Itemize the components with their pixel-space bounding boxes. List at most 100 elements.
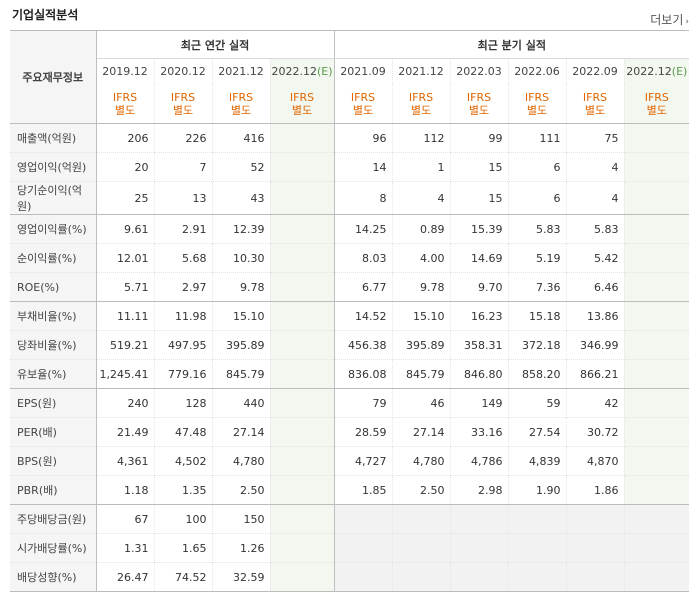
quarter-value-cell: 5.83 <box>507 214 567 244</box>
quarter-value-cell: 395.89 <box>391 330 451 360</box>
table-row: 배당성향(%) 26.47 74.52 32.59 <box>10 562 690 592</box>
annual-estimate-cell <box>269 475 335 505</box>
quarter-value-cell <box>391 504 451 534</box>
annual-group-header: 최근 연간 실적 <box>96 30 335 59</box>
quarter-value-cell <box>333 562 393 592</box>
quarter-value-cell <box>507 533 567 563</box>
quarter-value-cell: 149 <box>449 388 509 418</box>
annual-value-cell: 1.65 <box>153 533 212 563</box>
quarter-value-cell: 27.54 <box>507 417 567 447</box>
quarter-period-header: 2022.06 <box>507 58 567 84</box>
quarter-period-header: 2022.09 <box>565 58 625 84</box>
quarter-value-cell <box>507 562 567 592</box>
table-row: BPS(원) 4,361 4,502 4,780 4,727 4,780 4,786 4,83… <box>10 446 690 476</box>
quarter-estimate-cell <box>623 272 690 302</box>
quarter-estimate-cell <box>623 504 690 534</box>
quarter-value-cell: 4,786 <box>449 446 509 476</box>
annual-estimate-cell <box>269 446 335 476</box>
annual-estimate-cell <box>269 417 335 447</box>
row-label: 매출액(억원) <box>10 123 97 153</box>
quarter-value-cell: 1.86 <box>565 475 625 505</box>
table-row: 영업이익(억원) 20 7 52 14 1 15 6 4 <box>10 152 690 182</box>
quarter-value-cell: 42 <box>565 388 625 418</box>
annual-value-cell: 1.18 <box>124 483 149 497</box>
annual-value-cell: 32.59 <box>211 562 270 592</box>
quarter-value-cell: 112 <box>391 123 451 153</box>
table-row: 부채비율(%) 11.11 11.98 15.10 14.52 15.10 16.23 15.… <box>10 301 690 331</box>
annual-estimate-cell <box>269 123 335 153</box>
annual-value-cell: 1,245.41 <box>99 367 149 381</box>
quarter-value-cell <box>449 562 509 592</box>
financial-summary-table: 주요재무정보 최근 연간 실적 최근 분기 실적 2019.12 2020.12 2… <box>10 30 690 592</box>
ifrs-badge: IFRS 별도 <box>112 90 138 117</box>
quarter-value-cell: 8 <box>333 181 393 215</box>
annual-value-cell: 13 <box>153 181 212 215</box>
annual-value-cell: 26.47 <box>117 570 149 584</box>
quarter-value-cell: 5.42 <box>565 243 625 273</box>
annual-value-cell: 11.98 <box>153 301 212 331</box>
annual-value-cell: 2.97 <box>153 272 212 302</box>
annual-value-cell: 1.31 <box>124 541 149 555</box>
annual-value-cell: 67 <box>134 512 149 526</box>
quarter-value-cell: 1.85 <box>333 475 393 505</box>
quarter-value-cell: 13.86 <box>565 301 625 331</box>
quarter-value-cell <box>449 504 509 534</box>
annual-estimate-cell <box>269 214 335 244</box>
annual-value-cell: 5.71 <box>124 280 149 294</box>
annual-value-cell: 150 <box>211 504 270 534</box>
annual-estimate-cell <box>269 533 335 563</box>
annual-period-header: 2020.12 <box>153 58 212 84</box>
quarter-value-cell: 858.20 <box>507 359 567 389</box>
row-label: EPS(원) <box>10 388 97 418</box>
quarter-value-cell: 845.79 <box>391 359 451 389</box>
annual-estimate-cell <box>269 301 335 331</box>
annual-estimate-cell <box>269 562 335 592</box>
quarter-value-cell: 46 <box>391 388 451 418</box>
quarter-estimate-cell <box>623 533 690 563</box>
quarter-value-cell: 14.52 <box>333 301 393 331</box>
table-row: PER(배) 21.49 47.48 27.14 28.59 27.14 33.16 27.5… <box>10 417 690 447</box>
more-link[interactable]: 더보기 › <box>650 13 689 27</box>
annual-estimate-cell <box>269 504 335 534</box>
annual-value-cell: 5.68 <box>153 243 212 273</box>
quarter-value-cell: 5.19 <box>507 243 567 273</box>
quarter-value-cell: 6.77 <box>333 272 393 302</box>
table-row: EPS(원) 240 128 440 79 46 149 59 42 <box>10 388 690 418</box>
annual-value-cell: 2.91 <box>153 214 212 244</box>
table-row: 주당배당금(원) 67 100 150 <box>10 504 690 534</box>
annual-estimate-cell <box>269 359 335 389</box>
annual-value-cell: 20 <box>134 160 149 174</box>
quarter-value-cell <box>565 533 625 563</box>
chevron-right-icon: › <box>685 17 689 27</box>
quarter-value-cell: 8.03 <box>333 243 393 273</box>
table-row: PBR(배) 1.18 1.35 2.50 1.85 2.50 2.98 1.90 1.86 <box>10 475 690 505</box>
annual-value-cell: 519.21 <box>110 338 149 352</box>
row-label: 당좌비율(%) <box>10 330 97 360</box>
annual-value-cell: 440 <box>211 388 270 418</box>
annual-value-cell: 9.78 <box>211 272 270 302</box>
ifrs-badge: IFRS 별도 <box>565 84 625 124</box>
table-row: 시가배당률(%) 1.31 1.65 1.26 <box>10 533 690 563</box>
quarter-period-header: 2022.03 <box>449 58 509 84</box>
quarter-value-cell: 15 <box>449 181 509 215</box>
quarter-value-cell <box>565 562 625 592</box>
quarter-value-cell: 15.39 <box>449 214 509 244</box>
quarter-estimate-cell <box>623 152 690 182</box>
quarter-value-cell: 4 <box>565 181 625 215</box>
annual-value-cell: 15.10 <box>211 301 270 331</box>
annual-period-header: 2019.12 <box>102 65 148 78</box>
row-label: PBR(배) <box>10 475 97 505</box>
quarter-value-cell: 7.36 <box>507 272 567 302</box>
quarter-value-cell <box>565 504 625 534</box>
ifrs-badge: IFRS 별도 <box>269 84 335 124</box>
annual-value-cell: 4,780 <box>211 446 270 476</box>
quarter-value-cell: 4,780 <box>391 446 451 476</box>
quarter-estimate-cell <box>623 330 690 360</box>
quarter-value-cell: 15 <box>449 152 509 182</box>
quarter-value-cell <box>391 562 451 592</box>
annual-value-cell: 52 <box>211 152 270 182</box>
ifrs-badge: IFRS 별도 <box>153 84 212 124</box>
annual-value-cell: 1.35 <box>153 475 212 505</box>
annual-value-cell: 2.50 <box>211 475 270 505</box>
annual-estimate-cell <box>269 330 335 360</box>
